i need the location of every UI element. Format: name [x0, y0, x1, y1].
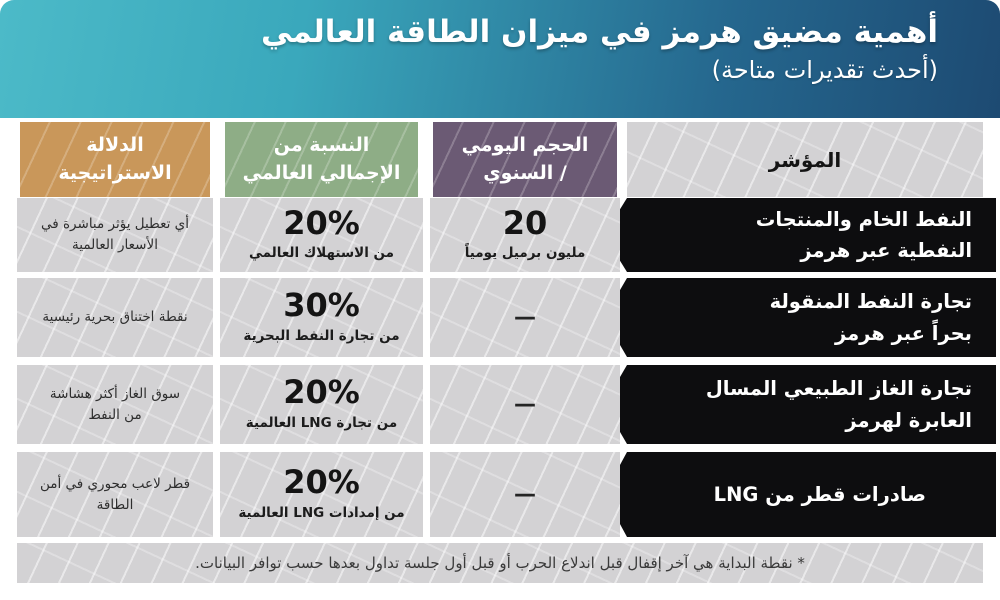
indicator-label-seaborne-oil: تجارة النفط المنقولة بحراً عبر هرمز: [604, 278, 996, 357]
share-cell: 20% من الاستهلاك العالمي: [220, 198, 423, 272]
strategic-cell: أي تعطيل يؤثر مباشرة في الأسعار العالمية: [17, 198, 213, 272]
volume-cell: —: [430, 278, 620, 357]
volume-cell: —: [430, 365, 620, 444]
strategic-cell: قطر لاعب محوري في أمن الطاقة: [17, 452, 213, 537]
volume-cell: —: [430, 452, 620, 537]
hormuz-table: المؤشر الحجم اليومي / السنوي النسبة من ا…: [17, 122, 996, 583]
share-value: 20%: [283, 203, 360, 242]
share-cell: 20% من إمدادات LNG العالمية: [220, 452, 423, 537]
page-title: أهمية مضيق هرمز في ميزان الطاقة العالمي: [261, 14, 938, 50]
footnote-band: * نقطة البداية هي آخر إقفال قبل اندلاع ا…: [17, 543, 983, 583]
indicator-label-oil: النفط الخام والمنتجات النفطية عبر هرمز: [604, 198, 996, 272]
footnote-text: * نقطة البداية هي آخر إقفال قبل اندلاع ا…: [195, 554, 805, 572]
volume-unit: مليون برميل يومياً: [464, 245, 586, 262]
volume-value: 20: [502, 203, 548, 242]
column-header-indicator: المؤشر: [627, 122, 983, 197]
strategic-text: نقطة اختناق بحرية رئيسية: [42, 309, 188, 326]
strategic-cell: سوق الغاز أكثر هشاشة من النفط: [17, 365, 213, 444]
indicator-label-qatar-lng: صادرات قطر من LNG: [604, 452, 996, 537]
strategic-text: قطر لاعب محوري في أمن الطاقة: [39, 475, 191, 513]
column-header-strategic: الدلالة الاستراتيجية: [20, 122, 210, 197]
strategic-cell: نقطة اختناق بحرية رئيسية: [17, 278, 213, 357]
page-subtitle: (أحدث تقديرات متاحة): [711, 55, 938, 84]
indicator-label-lng-trade: تجارة الغاز الطبيعي المسال العابرة لهرمز: [604, 365, 996, 444]
share-unit: من تجارة LNG العالمية: [245, 414, 398, 431]
share-value: 20%: [283, 373, 360, 412]
column-header-volume: الحجم اليومي / السنوي: [433, 122, 617, 197]
volume-cell: 20 مليون برميل يومياً: [430, 198, 620, 272]
header-banner: أهمية مضيق هرمز في ميزان الطاقة العالمي …: [0, 0, 1000, 118]
volume-dash: —: [514, 481, 536, 507]
share-unit: من تجارة النفط البحرية: [243, 327, 400, 344]
share-value: 30%: [283, 286, 360, 325]
share-unit: من الاستهلاك العالمي: [248, 245, 395, 262]
volume-dash: —: [514, 304, 536, 330]
strategic-text: سوق الغاز أكثر هشاشة من النفط: [49, 385, 181, 423]
share-value: 20%: [283, 463, 360, 502]
strategic-text: أي تعطيل يؤثر مباشرة في الأسعار العالمية: [40, 216, 190, 253]
share-cell: 30% من تجارة النفط البحرية: [220, 278, 423, 357]
share-cell: 20% من تجارة LNG العالمية: [220, 365, 423, 444]
column-header-share: النسبة من الإجمالي العالمي: [225, 122, 418, 197]
volume-dash: —: [514, 391, 536, 417]
share-unit: من إمدادات LNG العالمية: [238, 504, 405, 521]
